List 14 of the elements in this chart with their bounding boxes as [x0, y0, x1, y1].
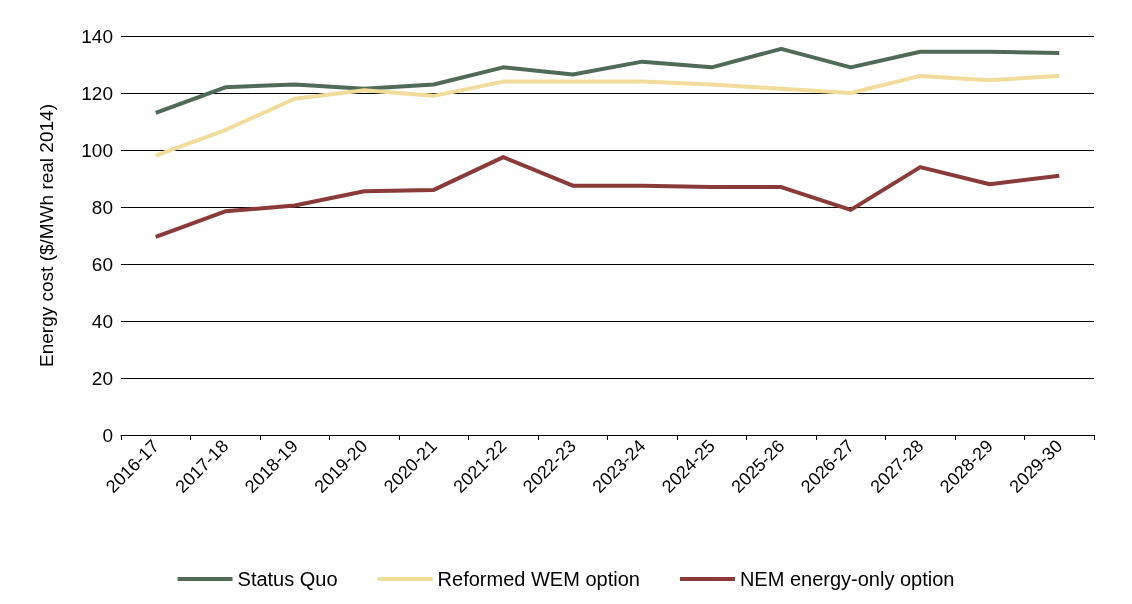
- y-tick-label: 80: [91, 196, 113, 218]
- legend-label: Reformed WEM option: [437, 568, 640, 590]
- y-tick-label: 120: [81, 82, 113, 104]
- y-tick-label: 140: [81, 25, 113, 47]
- line-series: [153, 73, 1062, 158]
- y-tick-label: 40: [91, 310, 113, 332]
- y-tick-label: 100: [81, 139, 113, 161]
- y-tick-label: 60: [91, 253, 113, 275]
- y-tick-label: 20: [91, 367, 113, 389]
- line-series: [153, 46, 1062, 115]
- legend-label: NEM energy-only option: [739, 568, 955, 590]
- line-series: [153, 155, 1062, 239]
- y-axis-title: Energy cost ($/MWh real 2014): [36, 104, 57, 367]
- legend-label: Status Quo: [237, 568, 338, 590]
